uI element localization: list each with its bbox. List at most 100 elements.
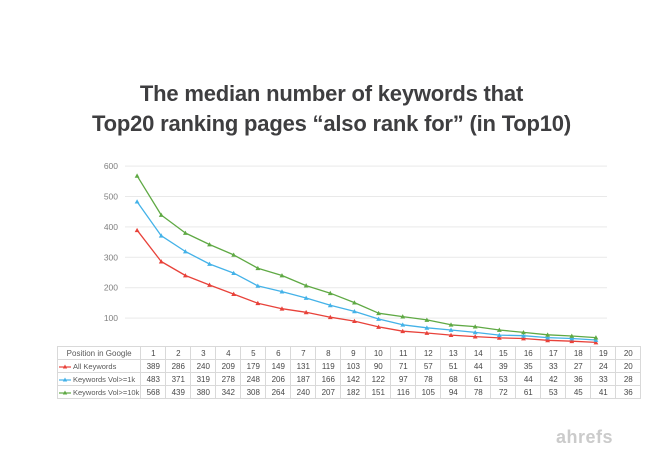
table-cell: 439 bbox=[165, 385, 192, 399]
table-cell: 78 bbox=[415, 372, 442, 386]
table-cell: 33 bbox=[540, 359, 567, 373]
position-header-cell: 12 bbox=[415, 346, 442, 360]
data-point-marker bbox=[255, 300, 261, 306]
table-cell: 286 bbox=[165, 359, 192, 373]
table-cell: 187 bbox=[290, 372, 317, 386]
data-point-marker bbox=[327, 290, 333, 296]
table-cell: 240 bbox=[190, 359, 217, 373]
series-line-keywords-vol-10k bbox=[136, 175, 596, 339]
table-cell: 105 bbox=[415, 385, 442, 399]
table-header-row: Position in Google 1 2 3 4 5 6 7 8 9 10 11 12 13 14 15… bbox=[56, 346, 642, 360]
table-cell: 182 bbox=[340, 385, 367, 399]
series-line-all-keywords bbox=[136, 229, 596, 344]
x-axis-label: Position in Google bbox=[56, 346, 142, 360]
data-point-marker bbox=[400, 314, 406, 319]
table-cell: 35 bbox=[515, 359, 542, 373]
data-point-marker bbox=[134, 199, 140, 204]
y-axis-tick-label: 100 bbox=[104, 313, 118, 323]
data-point-marker bbox=[448, 332, 454, 338]
table-row: All Keywords 389 286 240 209 179 149 131 119 103 9… bbox=[56, 359, 642, 373]
data-point-marker bbox=[279, 273, 285, 278]
table-cell: 568 bbox=[140, 385, 167, 399]
data-point-marker bbox=[279, 306, 285, 311]
data-point-marker bbox=[424, 317, 430, 322]
position-header-cell: 15 bbox=[490, 346, 517, 360]
data-point-marker bbox=[207, 242, 212, 247]
position-header-cell: 4 bbox=[215, 346, 242, 360]
table-cell: 278 bbox=[215, 372, 242, 386]
data-point-marker bbox=[400, 328, 406, 334]
y-axis-tick-label: 300 bbox=[104, 252, 118, 262]
data-point-marker bbox=[545, 332, 551, 337]
data-point-marker bbox=[182, 230, 188, 235]
data-point-marker bbox=[424, 330, 430, 335]
data-point-marker bbox=[158, 212, 164, 217]
data-point-marker bbox=[207, 261, 212, 266]
table-row: Keywords Vol>=10k 568 439 380 342 308 264 240 20… bbox=[56, 385, 642, 399]
data-point-marker bbox=[496, 327, 502, 332]
data-point-marker bbox=[569, 338, 575, 344]
table-cell: 264 bbox=[265, 385, 292, 399]
table-cell: 122 bbox=[365, 372, 392, 386]
table-cell: 240 bbox=[290, 385, 317, 399]
position-header-cell: 5 bbox=[240, 346, 267, 360]
table-cell: 389 bbox=[140, 359, 167, 373]
table-cell: 51 bbox=[440, 359, 467, 373]
table-cell: 68 bbox=[440, 372, 467, 386]
table-cell: 142 bbox=[340, 372, 367, 386]
position-header-cell: 16 bbox=[515, 346, 542, 360]
data-point-marker bbox=[376, 316, 381, 321]
table-cell: 131 bbox=[290, 359, 317, 373]
data-point-marker bbox=[472, 324, 478, 329]
table-cell: 27 bbox=[565, 359, 592, 373]
data-point-marker bbox=[521, 329, 526, 335]
series-line-keywords-vol-1k bbox=[136, 201, 596, 341]
series-label: Keywords Vol>=1k bbox=[73, 374, 136, 384]
position-header-cell: 7 bbox=[290, 346, 317, 360]
table-cell: 78 bbox=[465, 385, 492, 399]
data-point-marker bbox=[424, 325, 430, 330]
line-chart: 100 200 300 400 500 600 bbox=[104, 161, 607, 345]
chart-title: The median number of keywords that Top20… bbox=[0, 79, 663, 139]
table-cell: 308 bbox=[240, 385, 267, 399]
data-point-marker bbox=[303, 295, 309, 300]
data-point-marker bbox=[376, 310, 381, 316]
position-header-cell: 11 bbox=[390, 346, 417, 360]
table-cell: 53 bbox=[540, 385, 567, 399]
chart-title-line2: Top20 ranking pages “also rank for” (in … bbox=[92, 110, 571, 136]
table-cell: 36 bbox=[565, 372, 592, 386]
y-axis-tick-label: 500 bbox=[104, 191, 118, 201]
table-cell: 44 bbox=[515, 372, 542, 386]
table-cell: 371 bbox=[165, 372, 192, 386]
table-cell: 319 bbox=[190, 372, 217, 386]
data-point-marker bbox=[158, 233, 164, 238]
table-cell: 97 bbox=[390, 372, 417, 386]
data-point-marker bbox=[593, 340, 599, 345]
position-header-cell: 2 bbox=[165, 346, 192, 360]
position-header-cell: 9 bbox=[340, 346, 367, 360]
data-point-marker bbox=[593, 335, 599, 340]
series-label: Keywords Vol>=10k bbox=[73, 387, 140, 397]
data-point-marker bbox=[545, 335, 551, 340]
table-cell: 28 bbox=[615, 372, 642, 386]
position-header-cell: 1 bbox=[140, 346, 167, 360]
data-point-marker bbox=[231, 270, 237, 275]
table-cell: 209 bbox=[215, 359, 242, 373]
table-cell: 94 bbox=[440, 385, 467, 399]
data-point-marker bbox=[521, 333, 526, 338]
data-point-marker bbox=[231, 252, 237, 257]
table-cell: 149 bbox=[265, 359, 292, 373]
position-header-cell: 18 bbox=[565, 346, 592, 360]
table-cell: 166 bbox=[315, 372, 342, 386]
table-cell: 45 bbox=[565, 385, 592, 399]
table-cell: 207 bbox=[315, 385, 342, 399]
position-header-cell: 13 bbox=[440, 346, 467, 360]
data-point-marker bbox=[352, 300, 357, 305]
legend-swatch-icon bbox=[59, 390, 71, 394]
position-header-cell: 3 bbox=[190, 346, 217, 360]
table-cell: 248 bbox=[240, 372, 267, 386]
y-axis-tick-label: 600 bbox=[104, 161, 118, 171]
data-point-marker bbox=[569, 336, 575, 341]
position-header-cell: 10 bbox=[365, 346, 392, 360]
data-point-marker bbox=[400, 322, 406, 327]
